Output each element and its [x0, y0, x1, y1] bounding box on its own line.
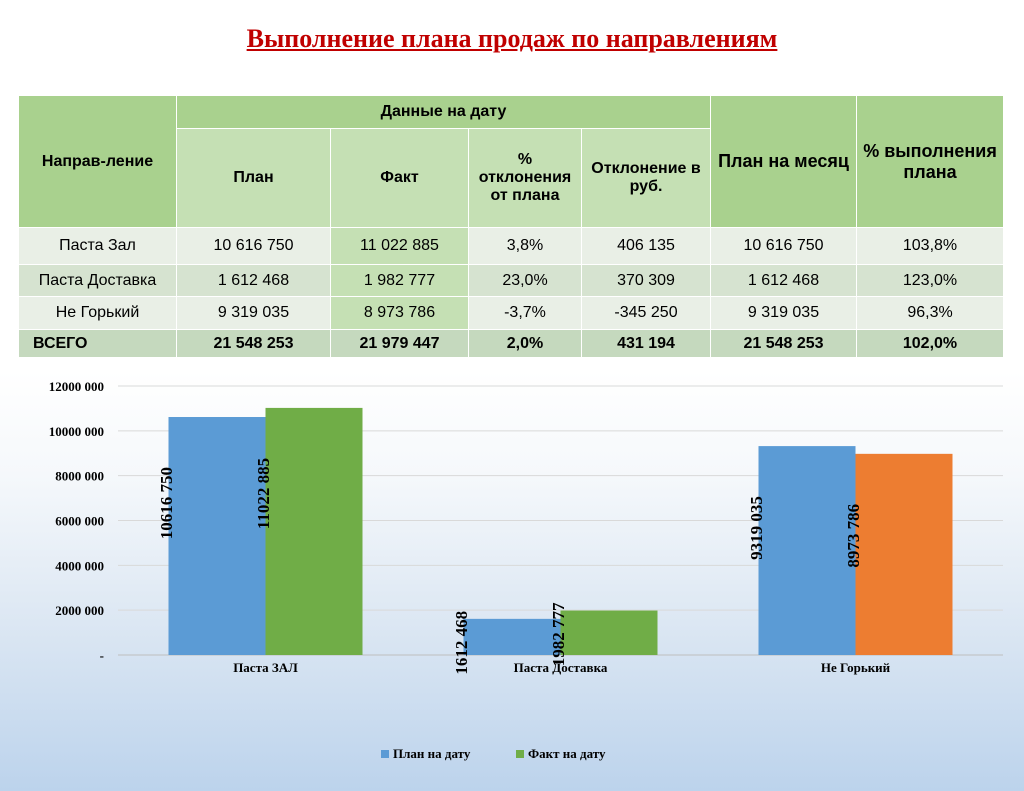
bar [758, 446, 856, 655]
bar-chart: - 2000 000 4000 000 6000 000 8000 000 10000 0… [49, 379, 1003, 761]
data-label: 8973 786 [844, 504, 863, 568]
table-row: Паста Доставка 1 612 468 1 982 777 23,0%… [18, 264, 1005, 297]
row-pct-exec: 96,3% [856, 296, 1005, 330]
header-month-plan: План на месяц [710, 95, 858, 228]
bar [168, 417, 266, 655]
y-tick-label: 6000 000 [55, 514, 104, 529]
legend-swatch [381, 750, 389, 758]
bar [560, 610, 658, 655]
header-plan: План [176, 128, 331, 228]
header-pct-deviation: % отклонения от плана [468, 128, 582, 228]
y-tick-label: 12000 000 [49, 379, 104, 394]
legend-label: Факт на дату [528, 746, 606, 761]
x-tick-label: Паста Доставка [514, 660, 608, 675]
row-dev-rub: -345 250 [580, 296, 712, 330]
x-tick-label: Паста ЗАЛ [233, 660, 298, 675]
legend-label: План на дату [393, 746, 471, 761]
row-dev-rub: 370 309 [580, 264, 712, 297]
x-tick-label: Не Горький [821, 660, 891, 675]
y-tick-label: 10000 000 [49, 424, 104, 439]
header-pct-execution: % выполнения плана [856, 95, 1005, 228]
total-name: ВСЕГО [18, 329, 177, 358]
row-pct-dev: -3,7% [468, 296, 582, 330]
y-tick-label: 8000 000 [55, 469, 104, 484]
sales-plan-table: Направ-ление Данные на дату План на меся… [18, 95, 1005, 358]
data-label: 1612 468 [452, 611, 471, 675]
row-pct-dev: 3,8% [468, 227, 582, 265]
total-pct-exec: 102,0% [856, 329, 1005, 358]
total-month-plan: 21 548 253 [710, 329, 858, 358]
row-pct-dev: 23,0% [468, 264, 582, 297]
row-fact: 1 982 777 [330, 264, 469, 297]
total-plan: 21 548 253 [176, 329, 331, 358]
row-month-plan: 1 612 468 [710, 264, 858, 297]
row-month-plan: 9 319 035 [710, 296, 858, 330]
table-total-row: ВСЕГО 21 548 253 21 979 447 2,0% 431 194… [18, 329, 1005, 358]
legend-swatch [516, 750, 524, 758]
row-name: Не Горький [18, 296, 177, 330]
row-pct-exec: 103,8% [856, 227, 1005, 265]
row-dev-rub: 406 135 [580, 227, 712, 265]
row-plan: 9 319 035 [176, 296, 331, 330]
header-direction: Направ-ление [18, 95, 177, 228]
row-name: Паста Зал [18, 227, 177, 265]
total-fact: 21 979 447 [330, 329, 469, 358]
row-plan: 1 612 468 [176, 264, 331, 297]
header-fact: Факт [330, 128, 469, 228]
data-label: 10616 750 [157, 467, 176, 539]
data-label: 9319 035 [747, 496, 766, 560]
table-row: Паста Зал 10 616 750 11 022 885 3,8% 406… [18, 227, 1005, 265]
row-month-plan: 10 616 750 [710, 227, 858, 265]
header-data-on-date: Данные на дату [175, 95, 712, 129]
total-pct-dev: 2,0% [468, 329, 582, 358]
bar [855, 453, 953, 655]
total-dev-rub: 431 194 [580, 329, 712, 358]
chart-area: - 2000 000 4000 000 6000 000 8000 000 10000 0… [0, 371, 1024, 791]
row-name: Паста Доставка [18, 264, 177, 297]
data-label: 1982 777 [549, 602, 568, 666]
bar [265, 407, 363, 655]
y-tick-label: 2000 000 [55, 603, 104, 618]
header-deviation-rub: Отклонение в руб. [580, 128, 712, 228]
y-tick-label: 4000 000 [55, 558, 104, 573]
row-fact: 8 973 786 [330, 296, 469, 330]
table-row: Не Горький 9 319 035 8 973 786 -3,7% -34… [18, 296, 1005, 330]
row-plan: 10 616 750 [176, 227, 331, 265]
row-pct-exec: 123,0% [856, 264, 1005, 297]
page-title: Выполнение плана продаж по направлениям [246, 24, 778, 53]
bar [463, 618, 561, 655]
y-tick-label: - [100, 648, 104, 663]
data-label: 11022 885 [254, 458, 273, 529]
row-fact: 11 022 885 [330, 227, 469, 265]
